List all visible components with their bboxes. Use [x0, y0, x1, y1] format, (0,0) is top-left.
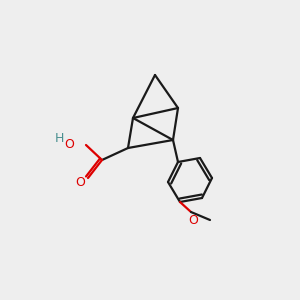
Text: O: O	[75, 176, 85, 188]
Text: O: O	[188, 214, 198, 226]
Text: O: O	[64, 137, 74, 151]
Text: H: H	[55, 131, 64, 145]
